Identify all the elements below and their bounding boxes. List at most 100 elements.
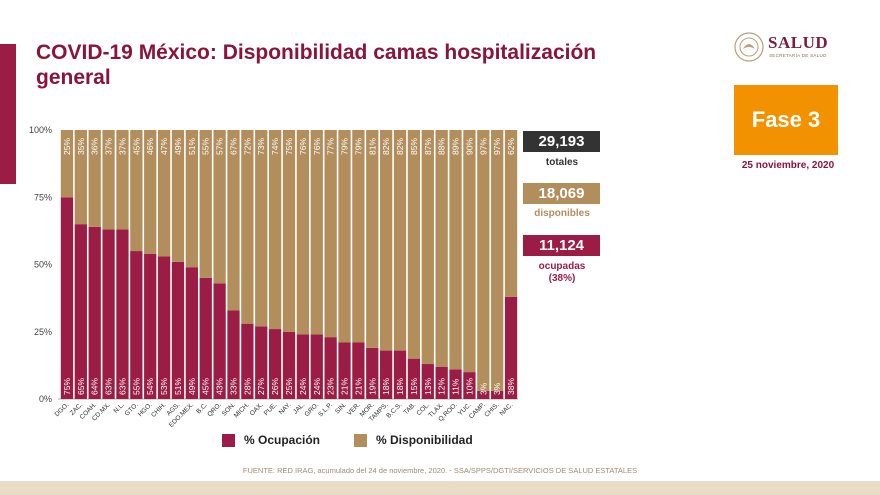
occupancy-data-label: 24% xyxy=(312,378,322,395)
occupancy-data-label: 23% xyxy=(326,378,336,395)
category-label: CHIH. xyxy=(150,401,168,419)
bar-occupancy xyxy=(130,251,143,399)
total-beds-value: 29,193 xyxy=(523,131,600,152)
availability-data-label: 37% xyxy=(104,138,114,155)
availability-data-label: 72% xyxy=(242,138,252,155)
availability-data-label: 74% xyxy=(270,138,280,155)
legend-availability-swatch xyxy=(354,433,368,447)
availability-data-label: 81% xyxy=(367,138,377,155)
bar-availability xyxy=(393,130,407,351)
bar-availability xyxy=(380,130,393,351)
bar-occupancy xyxy=(393,350,407,399)
bar-availability xyxy=(130,130,143,252)
bar-occupancy xyxy=(241,323,254,399)
availability-data-label: 77% xyxy=(326,138,336,155)
phase-date: 25 noviembre, 2020 xyxy=(741,160,835,171)
bar-availability xyxy=(449,130,462,370)
legend-occupancy: % Ocupación xyxy=(222,433,320,447)
availability-data-label: 45% xyxy=(131,138,141,155)
availability-data-label: 90% xyxy=(464,138,474,155)
availability-data-label: 87% xyxy=(423,138,433,155)
bar-occupancy xyxy=(504,296,518,399)
availability-data-label: 51% xyxy=(187,138,197,155)
bar-occupancy xyxy=(60,197,74,399)
occupancy-data-label: 15% xyxy=(409,378,419,395)
occupancy-data-label: 27% xyxy=(256,378,266,395)
bar-availability xyxy=(157,130,171,257)
availability-data-label: 55% xyxy=(201,138,211,155)
occupancy-data-label: 63% xyxy=(104,378,114,395)
availability-data-label: 85% xyxy=(409,138,419,155)
bar-availability xyxy=(102,130,115,230)
occupancy-data-label: 65% xyxy=(76,378,86,395)
y-tick-label: 100% xyxy=(29,125,52,135)
availability-data-label: 73% xyxy=(256,138,266,155)
bar-occupancy xyxy=(116,229,129,399)
left-accent-bar xyxy=(0,44,16,184)
category-label: S.L.P. xyxy=(317,401,334,418)
occupancy-data-label: 64% xyxy=(90,378,100,395)
bar-occupancy xyxy=(435,366,448,399)
bar-occupancy xyxy=(268,329,282,399)
bar-availability xyxy=(435,130,448,367)
available-beds-value: 18,069 xyxy=(523,183,600,204)
bar-availability xyxy=(171,130,185,262)
bar-availability xyxy=(504,130,518,297)
y-tick-label: 0% xyxy=(39,394,52,404)
logo-name: SALUD xyxy=(768,33,829,52)
bar-availability xyxy=(268,130,282,330)
chart-legend: % Ocupación % Disponibilidad xyxy=(222,433,507,447)
availability-data-label: 76% xyxy=(298,138,308,155)
bar-availability xyxy=(477,130,490,391)
bar-occupancy xyxy=(449,369,462,399)
bar-availability xyxy=(421,130,434,365)
bar-availability xyxy=(144,130,157,254)
category-label: MICH. xyxy=(233,401,251,419)
bar-availability xyxy=(463,130,476,373)
availability-data-label: 36% xyxy=(90,138,100,155)
occupancy-data-label: 75% xyxy=(62,378,72,395)
bar-availability xyxy=(227,130,240,311)
availability-data-label: 57% xyxy=(215,138,225,155)
y-tick-label: 50% xyxy=(34,260,52,270)
availability-data-label: 37% xyxy=(117,138,127,155)
bar-occupancy xyxy=(407,358,421,399)
availability-data-label: 25% xyxy=(62,138,72,155)
occupancy-data-label: 38% xyxy=(506,378,516,395)
bar-occupancy xyxy=(324,337,337,399)
occupancy-data-label: 53% xyxy=(159,378,169,395)
occupancy-data-label: 45% xyxy=(201,378,211,395)
occupancy-data-label: 3% xyxy=(478,382,488,395)
occupancy-data-label: 13% xyxy=(423,378,433,395)
occupancy-data-label: 24% xyxy=(298,378,308,395)
occupancy-data-label: 51% xyxy=(173,378,183,395)
bar-occupancy xyxy=(380,350,393,399)
bar-availability xyxy=(116,130,129,230)
bar-availability xyxy=(407,130,421,359)
bar-occupancy xyxy=(144,253,157,399)
occupancy-data-label: 19% xyxy=(367,378,377,395)
occupancy-data-label: 18% xyxy=(395,378,405,395)
bar-availability xyxy=(491,130,504,391)
bar-occupancy xyxy=(74,224,87,399)
category-label: TAB. xyxy=(402,401,417,416)
occupancy-data-label: 55% xyxy=(131,378,141,395)
occupancy-data-label: 26% xyxy=(270,378,280,395)
availability-data-label: 46% xyxy=(145,138,155,155)
category-label: NAC. xyxy=(499,401,515,417)
bar-availability xyxy=(338,130,351,343)
bar-occupancy xyxy=(255,326,268,399)
page-title: COVID-19 México: Disponibilidad camas ho… xyxy=(36,41,597,89)
occupancy-data-label: 54% xyxy=(145,378,155,395)
legend-availability: % Disponibilidad xyxy=(354,433,473,447)
bar-availability xyxy=(324,130,337,338)
availability-data-label: 82% xyxy=(395,138,405,155)
availability-data-label: 88% xyxy=(437,138,447,155)
bar-occupancy xyxy=(421,364,434,399)
category-label: OAX. xyxy=(249,401,265,417)
occupancy-data-label: 28% xyxy=(242,378,252,395)
availability-data-label: 47% xyxy=(159,138,169,155)
y-tick-label: 25% xyxy=(34,327,52,337)
bar-occupancy xyxy=(227,310,240,399)
footer-band xyxy=(0,481,880,495)
